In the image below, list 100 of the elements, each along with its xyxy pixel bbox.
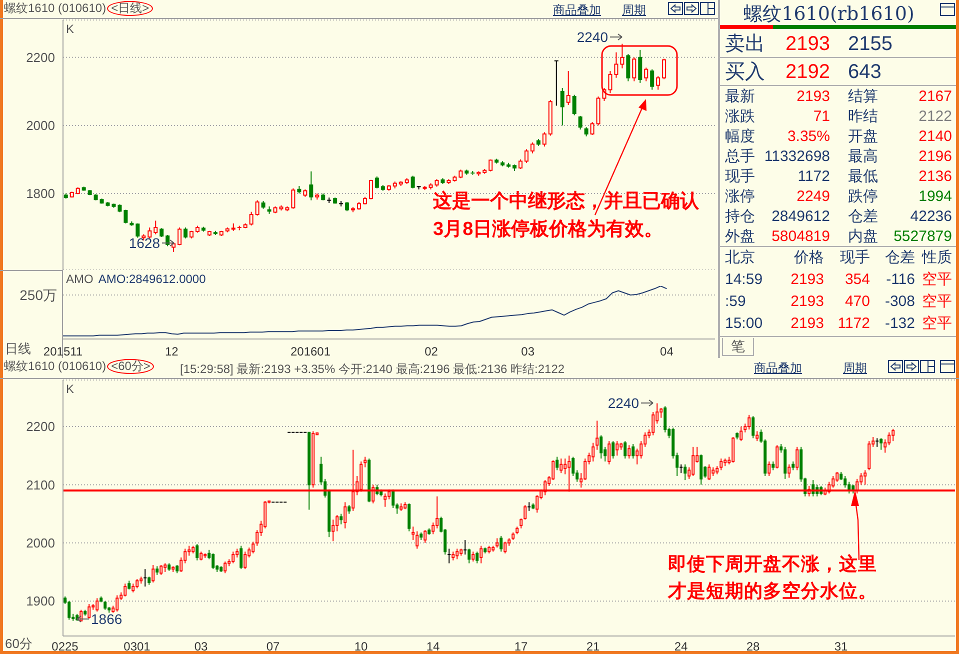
text: 2122 bbox=[918, 107, 952, 127]
text: 仓差 bbox=[885, 248, 915, 268]
candlestick bbox=[143, 568, 148, 588]
text: 持仓 bbox=[725, 207, 755, 227]
text: 空平 bbox=[922, 292, 952, 312]
text: 开盘 bbox=[848, 127, 878, 147]
text: 卖出 bbox=[725, 32, 765, 57]
x-tick-label: 0301 bbox=[124, 640, 151, 654]
text: 外盘 bbox=[725, 227, 755, 247]
text: 2193 bbox=[786, 32, 830, 57]
text: 最低 bbox=[848, 167, 878, 187]
text: 2193 bbox=[790, 314, 824, 334]
x-tick-label: 201511 bbox=[43, 344, 83, 359]
text: 15:00 bbox=[725, 314, 763, 334]
text: 周期 bbox=[622, 2, 646, 19]
text: 2140 bbox=[918, 127, 952, 147]
text: 11332698 bbox=[764, 147, 830, 167]
text: 内盘 bbox=[848, 227, 878, 247]
text: 幅度 bbox=[725, 127, 755, 147]
text: 71 bbox=[813, 107, 830, 127]
text: -132 bbox=[884, 314, 915, 334]
chart-title: 螺纹1610 (010610) bbox=[4, 1, 106, 15]
y-tick-label: 2100 bbox=[26, 477, 55, 492]
text: 2196 bbox=[918, 147, 952, 167]
text: 2249 bbox=[796, 187, 830, 207]
annotation: 1866 bbox=[91, 611, 122, 627]
text: 价格 bbox=[794, 248, 824, 268]
x-tick-label: 24 bbox=[674, 640, 688, 654]
y-tick-label: 1800 bbox=[26, 186, 55, 202]
y-axis-title: K bbox=[66, 22, 74, 36]
text: 空平 bbox=[922, 270, 952, 290]
annotation: 1628 bbox=[128, 235, 160, 251]
y-axis-title: K bbox=[66, 382, 74, 396]
text: 商品叠加 bbox=[553, 2, 601, 19]
text: 北京 bbox=[725, 248, 755, 268]
text: 5527879 bbox=[894, 227, 952, 247]
x-tick-label: 21 bbox=[586, 640, 600, 654]
text: 1172 bbox=[798, 167, 830, 187]
text: :59 bbox=[725, 292, 746, 312]
text: 跌停 bbox=[848, 187, 878, 207]
ellipse-outline: <60分> bbox=[107, 359, 154, 374]
text: 1994 bbox=[918, 187, 952, 207]
text: 354 bbox=[844, 270, 870, 290]
x-tick-label: 03 bbox=[521, 344, 535, 359]
y-tick-label: 1900 bbox=[26, 594, 55, 609]
x-axis-title: 60分 bbox=[5, 635, 32, 653]
text: 最新 bbox=[725, 87, 755, 107]
text: 笔 bbox=[722, 338, 754, 356]
candlestick bbox=[332, 519, 335, 542]
text: [15:29:58] 最新:2193 +3.35% 今开:2140 最高:2196 最低:2136 昨结:2122 bbox=[180, 361, 565, 378]
x-tick-label: 31 bbox=[834, 640, 848, 654]
x-tick-label: 04 bbox=[660, 344, 674, 359]
candlestick bbox=[447, 548, 452, 564]
text: 涨停 bbox=[725, 187, 755, 207]
y-tick-label: 2000 bbox=[26, 118, 55, 134]
x-tick-label: 12 bbox=[164, 344, 179, 359]
text: 470 bbox=[844, 292, 870, 312]
y-tick-label: 2200 bbox=[26, 419, 55, 434]
text: 商品叠加 bbox=[754, 360, 802, 377]
text: 2192 bbox=[786, 60, 830, 85]
annotation: 这是一个中继形态，并且已确认3月8日涨停板价格为有效。 bbox=[433, 190, 700, 242]
text: 周期 bbox=[843, 360, 867, 377]
x-tick-label: 07 bbox=[266, 640, 280, 654]
text: 昨结 bbox=[848, 107, 878, 127]
candlestick bbox=[564, 458, 567, 475]
x-tick-label: 03 bbox=[194, 640, 208, 654]
x-tick-label: 02 bbox=[424, 344, 438, 359]
text: 1172 bbox=[838, 314, 870, 334]
text: AMO:2849612.0000 bbox=[98, 272, 206, 286]
text: 总手 bbox=[725, 147, 755, 167]
text: 涨跌 bbox=[725, 107, 755, 127]
text: 2193 bbox=[796, 87, 830, 107]
text: 2155 bbox=[848, 32, 892, 57]
candlestick bbox=[596, 420, 599, 450]
annotation: 2240 bbox=[576, 29, 608, 45]
text: 2167 bbox=[918, 87, 952, 107]
text: 结算 bbox=[848, 87, 878, 107]
text: 性质 bbox=[922, 248, 952, 268]
x-tick-label: 17 bbox=[514, 640, 528, 654]
text: 3.35% bbox=[787, 127, 830, 147]
text: 2193 bbox=[790, 292, 824, 312]
text: 螺纹1610(rb1610) bbox=[742, 2, 916, 27]
y-tick-label: 2000 bbox=[26, 536, 55, 551]
ref-line-label: 250万 bbox=[20, 287, 57, 304]
text: 2849612 bbox=[772, 207, 830, 227]
candlestick bbox=[412, 526, 415, 540]
text: 仓差 bbox=[848, 207, 878, 227]
text: 2193 bbox=[790, 270, 824, 290]
text: 现手 bbox=[725, 167, 755, 187]
x-tick-label: 201601 bbox=[290, 344, 331, 359]
y-tick-label: 2200 bbox=[26, 50, 55, 66]
text: 5804819 bbox=[772, 227, 830, 247]
text: 买入 bbox=[725, 60, 765, 85]
text: -116 bbox=[886, 270, 915, 290]
annotation: 2240 bbox=[608, 395, 640, 411]
text: 42236 bbox=[910, 207, 952, 227]
x-tick-label: 28 bbox=[746, 640, 760, 654]
x-tick-label: 10 bbox=[354, 640, 368, 654]
text: 现手 bbox=[840, 248, 870, 268]
text: -308 bbox=[884, 292, 915, 312]
